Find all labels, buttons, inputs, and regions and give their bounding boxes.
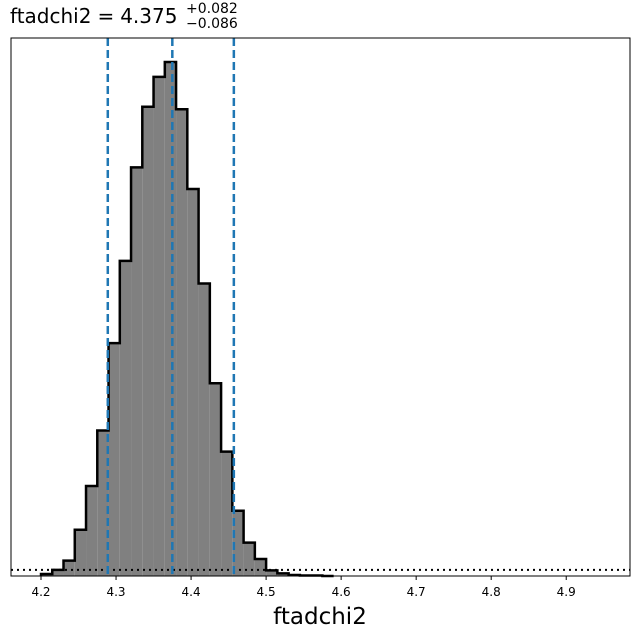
x-tick-label: 4.8 (482, 585, 501, 599)
histogram-bar (131, 167, 143, 576)
histogram-bar (108, 343, 120, 576)
histogram-outline (39, 60, 334, 578)
x-tick-label: 4.6 (332, 585, 351, 599)
histogram-bar (97, 430, 109, 576)
histogram-bar (63, 560, 75, 576)
histogram-bar (277, 573, 289, 576)
histogram-bar (221, 451, 233, 576)
histogram-bar (142, 106, 154, 576)
chart-title: ftadchi2 = 4.375 (10, 4, 177, 28)
title-parameter: ftadchi2 (10, 4, 91, 28)
x-axis: 4.2 4.3 4.4 4.5 4.6 4.7 4.8 4.9 (31, 576, 576, 599)
title-value: 4.375 (120, 4, 177, 28)
x-tick-label: 4.9 (557, 585, 576, 599)
x-tick-label: 4.4 (182, 585, 201, 599)
title-upper-error: +0.082 (186, 1, 238, 17)
x-tick-label: 4.7 (407, 585, 426, 599)
histogram-bar (209, 383, 222, 576)
histogram-bar (74, 529, 87, 576)
histogram-bar (119, 260, 132, 576)
plot-content (11, 38, 630, 578)
histogram-bar (254, 559, 267, 576)
histogram-bar (187, 188, 199, 576)
histogram-bar (243, 542, 255, 576)
x-tick-label: 4.2 (31, 585, 50, 599)
histogram-bar (176, 109, 188, 577)
histogram-bar (232, 510, 244, 576)
x-tick-label: 4.3 (106, 585, 125, 599)
histogram-bar (266, 570, 278, 576)
title-equals: = (97, 4, 114, 28)
x-axis-label: ftadchi2 (273, 604, 367, 630)
histogram-bar (86, 486, 98, 576)
histogram-bar (153, 76, 165, 576)
histogram-bar (198, 283, 210, 576)
histogram-bar (164, 62, 177, 576)
histogram-bar (52, 569, 64, 576)
title-lower-error: −0.086 (186, 16, 238, 32)
axes-frame (10, 37, 631, 577)
x-tick-label: 4.5 (257, 585, 276, 599)
